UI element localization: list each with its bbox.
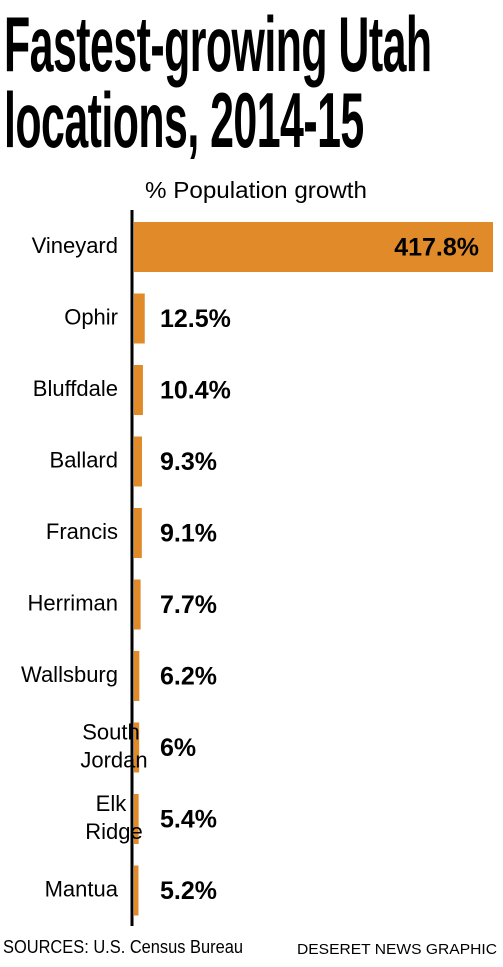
category-label: Mantua bbox=[45, 876, 119, 901]
category-label: Wallsburg bbox=[21, 662, 118, 687]
chart-subtitle: % Population growth bbox=[145, 177, 367, 203]
category-label: Herriman bbox=[28, 590, 118, 615]
bar bbox=[134, 365, 143, 415]
category-label: Ophir bbox=[64, 304, 118, 329]
bar bbox=[134, 436, 142, 487]
category-label: South Jordan bbox=[80, 719, 147, 772]
bar bbox=[134, 508, 142, 558]
value-label: 7.7% bbox=[160, 591, 217, 619]
bar bbox=[134, 579, 141, 630]
value-label: 10.4% bbox=[160, 377, 231, 405]
bar bbox=[134, 865, 139, 916]
bar bbox=[134, 794, 139, 844]
bar bbox=[134, 222, 493, 272]
bar bbox=[134, 293, 145, 344]
value-label: 6.2% bbox=[160, 663, 217, 691]
value-label: 6% bbox=[160, 734, 196, 762]
value-label: 9.3% bbox=[160, 448, 217, 476]
bar bbox=[134, 651, 140, 701]
chart-title: Fastest-growing Utah locations, 2014-15 bbox=[4, 0, 432, 164]
category-label: Francis bbox=[46, 519, 118, 544]
value-label: 12.5% bbox=[160, 305, 231, 333]
value-label: 5.2% bbox=[160, 877, 217, 905]
value-label: 5.4% bbox=[160, 806, 217, 834]
bar bbox=[134, 722, 140, 773]
source: SOURCES: U.S. Census Bureau bbox=[3, 937, 243, 957]
category-label: Elk Ridge bbox=[85, 791, 142, 844]
value-label: 9.1% bbox=[160, 520, 217, 548]
category-label: Bluffdale bbox=[33, 376, 118, 401]
category-label: Vineyard bbox=[32, 233, 118, 258]
category-label: Ballard bbox=[50, 447, 118, 472]
credit: DESERET NEWS GRAPHIC bbox=[297, 941, 497, 958]
value-label: 417.8% bbox=[394, 234, 479, 262]
